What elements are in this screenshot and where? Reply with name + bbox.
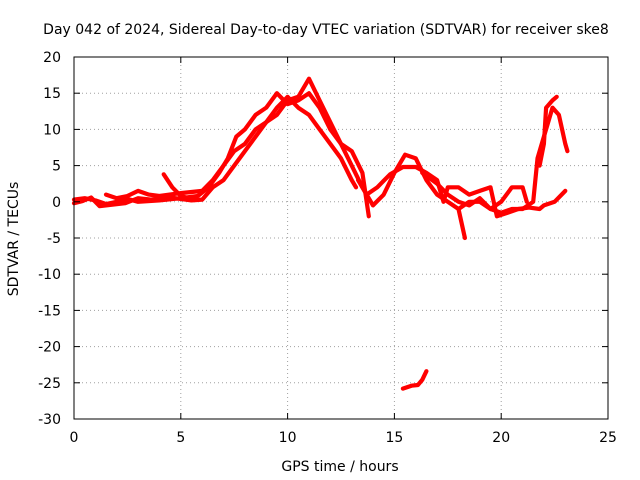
x-tick-label: 5 (176, 430, 185, 446)
y-tick-label: 15 (43, 86, 61, 102)
series-trace-h (537, 94, 559, 168)
y-tick-label: -30 (38, 412, 61, 428)
axis-ticks (73, 56, 609, 420)
chart-title: Day 042 of 2024, Sidereal Day-to-day VTE… (43, 22, 609, 38)
data-series (71, 76, 570, 391)
x-tick-label: 20 (492, 430, 510, 446)
y-axis-label: SDTVAR / TECUs (6, 182, 22, 297)
series-trace-c (103, 94, 359, 201)
x-tick-label: 25 (599, 430, 617, 446)
x-tick-labels: 0 5 10 15 20 25 (70, 430, 617, 446)
series-trace-b (71, 76, 467, 241)
x-axis-label: GPS time / hours (281, 459, 398, 475)
series-trace-g (456, 105, 570, 215)
grid-lines (74, 57, 608, 419)
y-tick-label: 0 (52, 195, 61, 211)
y-tick-label: -25 (38, 376, 61, 392)
y-tick-label: 5 (52, 159, 61, 175)
y-tick-label: -20 (38, 340, 61, 356)
x-tick-label: 15 (385, 430, 403, 446)
y-tick-label: 10 (43, 122, 61, 138)
y-tick-labels: -30 -25 -20 -15 -10 -5 0 5 10 15 20 (38, 50, 61, 428)
series-trace-e (356, 164, 568, 219)
series-trace-f (420, 170, 529, 212)
y-tick-label: -10 (38, 267, 61, 283)
y-tick-label: -5 (47, 231, 61, 247)
x-tick-label: 10 (279, 430, 297, 446)
y-tick-label: -15 (38, 303, 61, 319)
series-trace-i (400, 369, 429, 391)
y-tick-label: 20 (43, 50, 61, 66)
series-trace-a (71, 91, 371, 219)
series-trace-d (161, 172, 194, 201)
x-tick-label: 0 (70, 430, 79, 446)
